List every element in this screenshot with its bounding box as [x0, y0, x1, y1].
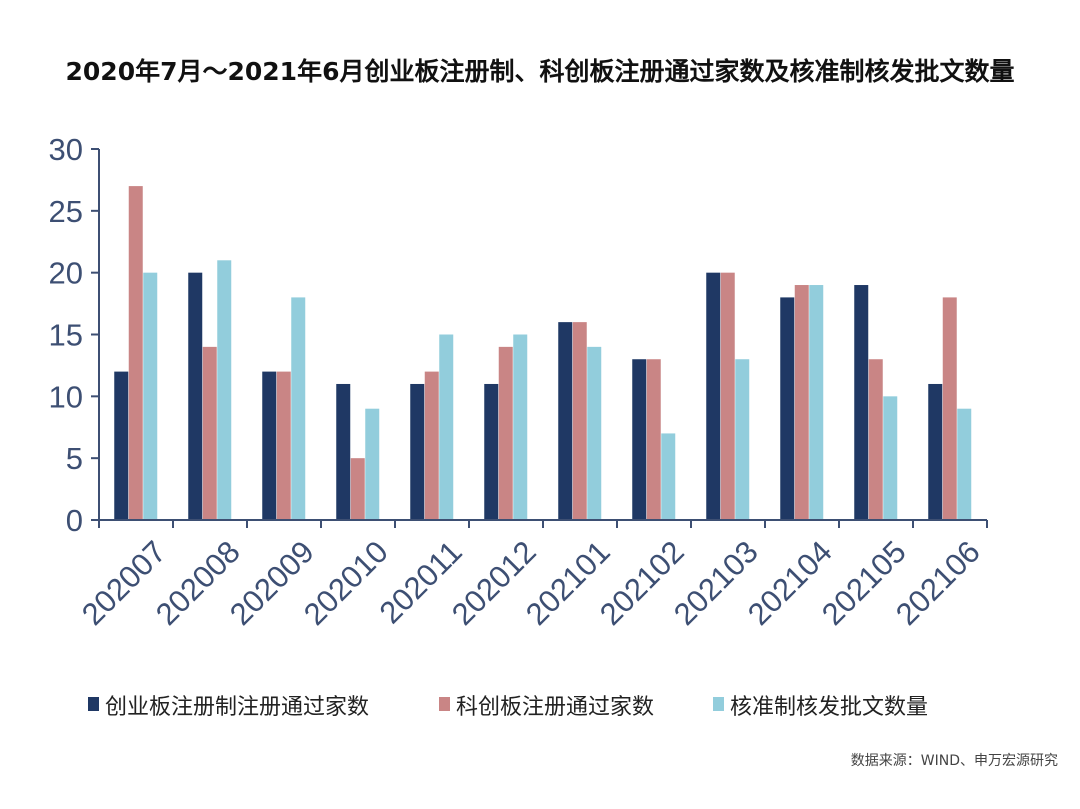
y-tick-label: 30 — [49, 132, 83, 167]
bar-series-3 — [957, 408, 972, 520]
legend-swatch — [439, 697, 450, 711]
bar-series-2 — [646, 359, 661, 520]
bar-series-1 — [410, 383, 425, 520]
bar-series-2 — [720, 272, 735, 520]
bar-series-3 — [217, 260, 232, 520]
bar-series-2 — [572, 322, 587, 520]
bar-series-3 — [661, 433, 676, 520]
legend-label: 创业板注册制注册通过家数 — [105, 695, 369, 720]
legend-label: 科创板注册通过家数 — [456, 695, 654, 720]
legend-swatch — [88, 697, 99, 711]
data-source-note: 数据来源：WIND、申万宏源研究 — [850, 753, 1058, 769]
legend-swatch — [713, 697, 724, 711]
x-axis: 2020072020082020092020102020112020122021… — [75, 519, 988, 632]
bar-series-2 — [276, 371, 291, 520]
chart-title: 2020年7月～2021年6月创业板注册制、科创板注册通过家数及核准制核发批文数… — [65, 57, 1015, 86]
x-tick-label: 202010 — [297, 534, 395, 632]
bar-series-1 — [114, 371, 129, 520]
y-tick-label: 25 — [49, 194, 83, 229]
bar-series-3 — [809, 285, 824, 520]
bar-series-2 — [942, 297, 957, 520]
bar-series-2 — [128, 186, 143, 520]
bar-series-1 — [632, 359, 647, 520]
bar-series-3 — [439, 334, 454, 520]
y-tick-label: 20 — [49, 256, 83, 291]
bar-series-3 — [365, 408, 380, 520]
bar-series-1 — [484, 383, 499, 520]
bar-series-1 — [780, 297, 795, 520]
bar-series-3 — [883, 396, 898, 520]
bar-series-2 — [424, 371, 439, 520]
bar-series-2 — [868, 359, 883, 520]
bar-series-3 — [513, 334, 528, 520]
bar-series-2 — [350, 458, 365, 520]
legend-label: 核准制核发批文数量 — [730, 695, 928, 720]
x-tick-label: 202106 — [889, 534, 987, 632]
bar-series-1 — [188, 272, 203, 520]
bars — [114, 186, 972, 520]
bar-series-3 — [735, 359, 750, 520]
y-axis: 0 5 10 15 20 25 30 — [49, 132, 100, 538]
bar-series-1 — [558, 322, 573, 520]
y-tick-label: 15 — [49, 318, 83, 353]
bar-series-1 — [854, 285, 869, 520]
bar-series-1 — [706, 272, 721, 520]
bar-series-1 — [336, 383, 351, 520]
bar-series-2 — [498, 346, 513, 520]
bar-series-3 — [587, 346, 602, 520]
bar-series-3 — [143, 272, 158, 520]
legend: 创业板注册制注册通过家数 科创板注册通过家数 核准制核发批文数量 — [88, 695, 928, 720]
bar-series-2 — [202, 346, 217, 520]
y-tick-label: 5 — [66, 441, 83, 476]
bar-series-3 — [291, 297, 306, 520]
bar-series-1 — [928, 383, 943, 520]
y-tick-label: 0 — [66, 503, 83, 538]
y-tick-label: 10 — [49, 379, 83, 414]
bar-series-2 — [794, 285, 809, 520]
bar-series-1 — [262, 371, 277, 520]
